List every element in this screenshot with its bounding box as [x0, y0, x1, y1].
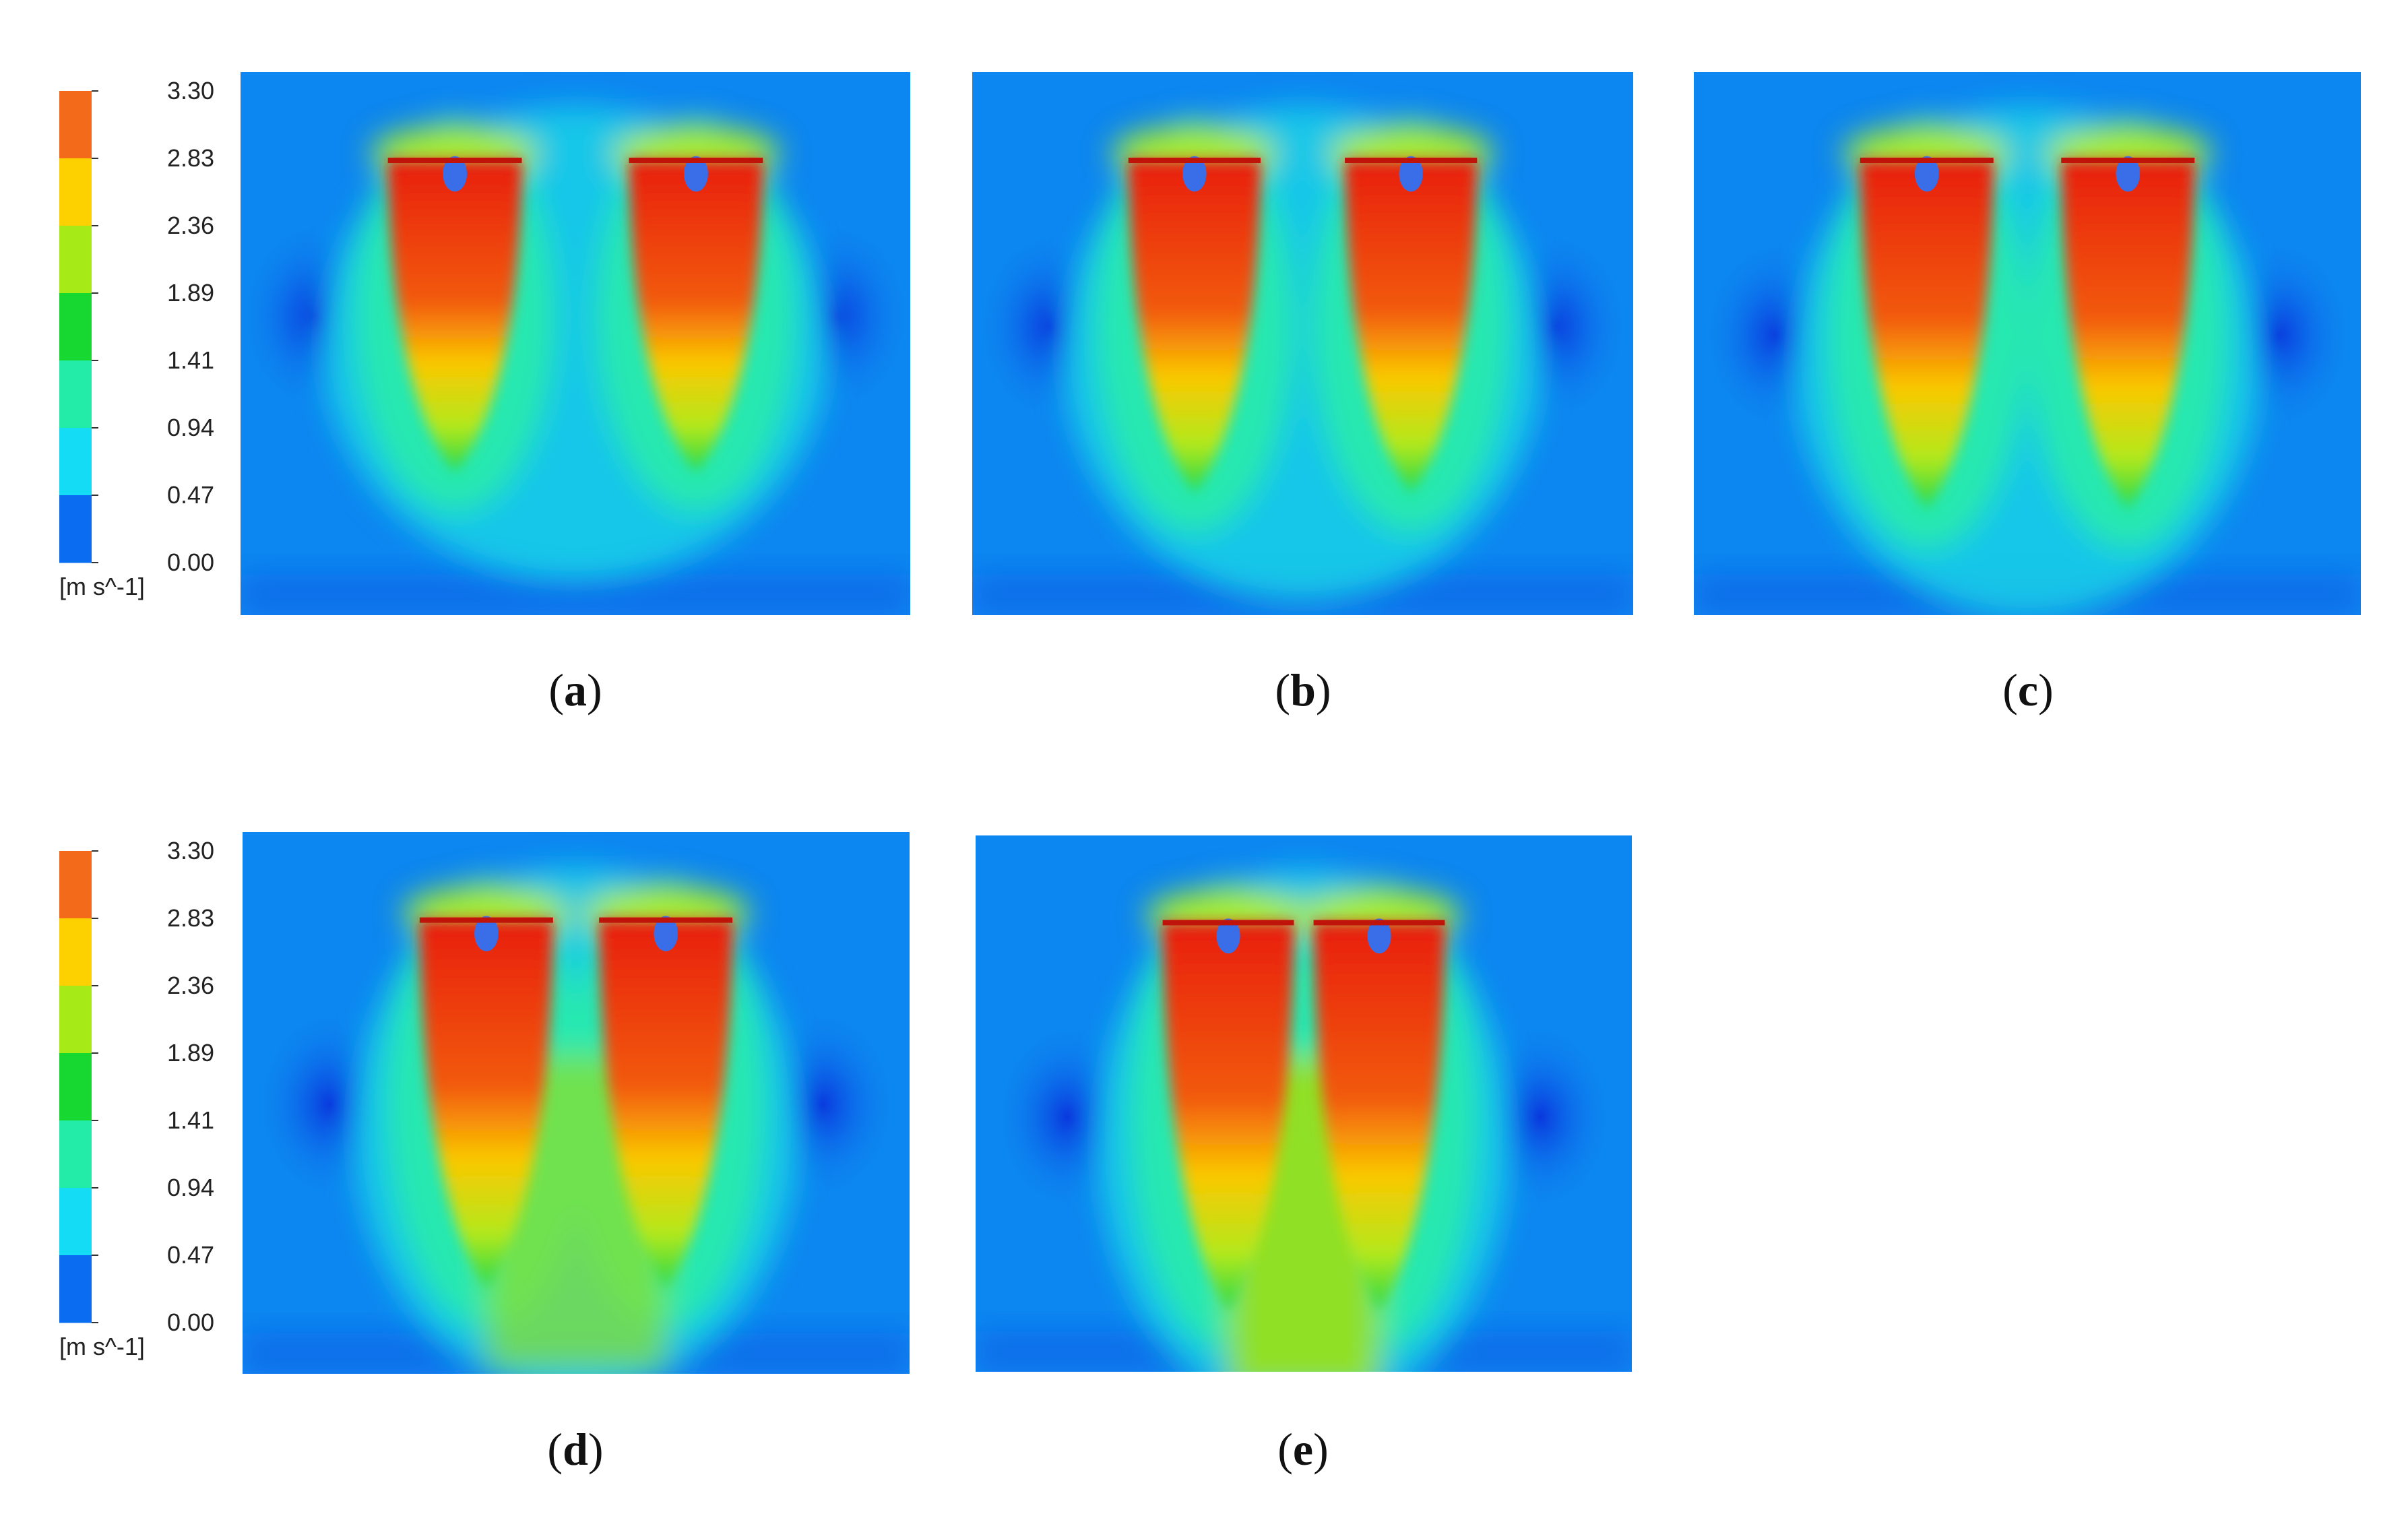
colorbar-segment	[59, 986, 92, 1054]
colorbar-segment	[59, 158, 92, 226]
colorbar-segment	[59, 91, 92, 159]
panel-letter: e	[1292, 1424, 1314, 1475]
colorbar-tick: 1.41	[167, 346, 215, 374]
panel-letter: c	[2017, 664, 2039, 716]
velocity-contour-image	[243, 832, 910, 1374]
colorbar-tick: 2.36	[167, 212, 215, 239]
colorbar-tick: 0.47	[167, 1241, 215, 1269]
colorbar-segment	[59, 1053, 92, 1121]
velocity-contour-image	[972, 72, 1633, 615]
colorbar-top	[59, 90, 98, 563]
velocity-contour-image	[976, 835, 1632, 1372]
colorbar-unit: [m s^-1]	[59, 1333, 145, 1360]
colorbar-segment	[59, 226, 92, 294]
panel-caption-b: (b)	[1275, 664, 1331, 716]
panel-caption-c: (c)	[2002, 664, 2054, 716]
panel-letter: b	[1290, 664, 1316, 716]
colorbar-segment	[59, 1120, 92, 1189]
panel-caption-e: (e)	[1277, 1424, 1329, 1475]
colorbar-segment	[59, 1255, 92, 1323]
colorbar-segment	[59, 293, 92, 361]
colorbar-tick: 0.94	[167, 1174, 215, 1201]
panel-caption-d: (d)	[547, 1424, 604, 1475]
velocity-contour-image	[241, 72, 910, 615]
colorbar-segment	[59, 1188, 92, 1256]
colorbar-unit: [m s^-1]	[59, 573, 145, 600]
colorbar-tick: 0.00	[167, 1308, 215, 1336]
colorbar-tick: 1.89	[167, 279, 215, 307]
contour-panel-d	[243, 832, 910, 1374]
velocity-contour-image	[1694, 72, 2361, 615]
colorbar-tick: 0.47	[167, 481, 215, 509]
colorbar-tick: 1.89	[167, 1039, 215, 1067]
colorbar-legend-top: 3.30 2.83 2.36 1.89 1.41 0.94 0.47 0.00 …	[59, 77, 261, 620]
contour-panel-a	[241, 72, 910, 615]
contour-panel-e	[976, 835, 1632, 1372]
contour-panel-b	[972, 72, 1633, 615]
colorbar-segment	[59, 851, 92, 919]
panel-letter: a	[564, 664, 587, 716]
colorbar-tick: 2.83	[167, 144, 215, 172]
colorbar-tick: 2.36	[167, 972, 215, 999]
colorbar-segment	[59, 495, 92, 563]
panel-letter: d	[563, 1424, 588, 1475]
colorbar-tick: 1.41	[167, 1106, 215, 1134]
colorbar-tick: 3.30	[167, 77, 215, 104]
colorbar-tick: 0.94	[167, 414, 215, 441]
colorbar-tick: 2.83	[167, 904, 215, 932]
colorbar-segment	[59, 360, 92, 429]
panel-caption-a: (a)	[548, 664, 602, 716]
colorbar-legend-bottom: 3.30 2.83 2.36 1.89 1.41 0.94 0.47 0.00 …	[59, 837, 261, 1380]
contour-panel-c	[1694, 72, 2361, 615]
colorbar-segment	[59, 918, 92, 986]
colorbar-bottom	[59, 850, 98, 1323]
colorbar-tick: 0.00	[167, 548, 215, 576]
colorbar-tick: 3.30	[167, 837, 215, 864]
colorbar-segment	[59, 428, 92, 496]
